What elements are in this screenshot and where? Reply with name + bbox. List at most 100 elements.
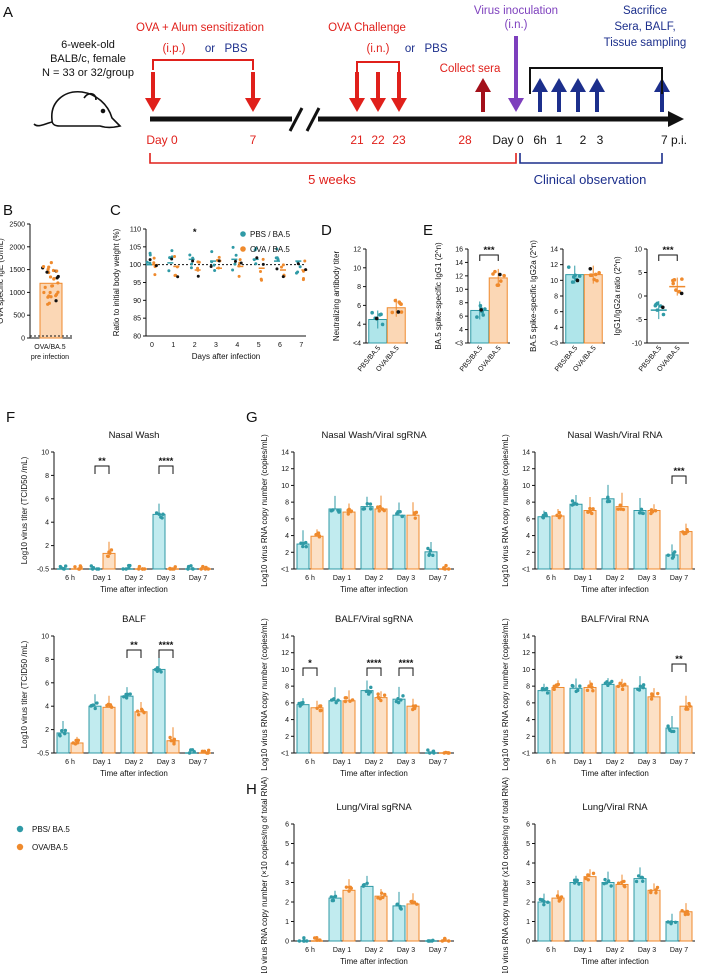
C-point xyxy=(255,256,259,260)
F1-point xyxy=(191,567,195,571)
G1-point xyxy=(349,509,354,513)
H1-point xyxy=(379,891,384,895)
H2-point xyxy=(591,871,596,876)
H2-y-tick-label: 6 xyxy=(526,822,530,829)
H2-y-tick-label: 0 xyxy=(526,939,530,946)
H1-y-tick-label: 2 xyxy=(285,900,289,907)
panel-label-c: C xyxy=(110,202,121,219)
D-point xyxy=(380,322,385,327)
D-point xyxy=(379,312,383,317)
D-y-tick-label: 10 xyxy=(353,265,361,272)
F2-y-tick-label: 2 xyxy=(45,727,49,734)
E2-point xyxy=(588,273,593,277)
C-point xyxy=(191,256,195,260)
F2-point xyxy=(124,696,129,700)
G4-point xyxy=(543,687,547,692)
G3-y-tick-label: 4 xyxy=(285,717,289,724)
G3-significance-bracket xyxy=(302,667,318,676)
H1-point xyxy=(301,939,306,943)
F1-point xyxy=(58,564,63,569)
B-point xyxy=(51,268,56,273)
G2-y-tick-label: 2 xyxy=(526,550,530,557)
H2-point xyxy=(572,878,577,882)
G3-y-tick-label: 14 xyxy=(281,634,289,641)
G3-significance-label: * xyxy=(308,658,312,669)
G4-title: BALF/Viral RNA xyxy=(581,614,650,625)
E2-point xyxy=(575,278,580,283)
G1-point xyxy=(365,501,370,506)
F1-significance-label: ** xyxy=(98,456,106,467)
chart-G4: BALF/Viral RNA <1 2 4 6 8 10 12 14 Log10 virus RN… xyxy=(501,614,695,778)
G1-point xyxy=(336,508,340,512)
G3-point xyxy=(426,748,430,752)
F2-x-label: Day 3 xyxy=(157,759,175,766)
B-y-tick-label: 1500 xyxy=(9,267,25,274)
H2-bar xyxy=(679,911,693,942)
chart-E1: E <3 4 6 8 10 12 14 16 BA.5 spike-specific IgG1 (… xyxy=(423,222,510,373)
H2-point xyxy=(586,873,591,877)
C-point xyxy=(275,267,279,271)
H2-y-tick-label: 2 xyxy=(526,900,530,907)
F1-point xyxy=(173,565,177,569)
G3-point xyxy=(364,689,369,694)
G1-x-label: Day 2 xyxy=(365,575,383,582)
virus-day-2: 2 xyxy=(580,133,587,147)
H1-y-tick-label: 3 xyxy=(285,880,289,887)
sampling-arrow-1-head xyxy=(551,78,567,92)
sampling-arrow-2 xyxy=(570,78,586,112)
G4-point xyxy=(637,688,642,692)
G4-y-tick-label: 6 xyxy=(526,700,530,707)
F2-point xyxy=(73,742,78,746)
H2-point xyxy=(572,881,577,885)
sens-bracket xyxy=(152,59,254,70)
G3-point xyxy=(412,705,417,709)
G1-y-tick-label: 10 xyxy=(281,483,289,490)
chart-G3: BALF/Viral sgRNA <1 2 4 6 8 10 12 14 Log10 virus … xyxy=(260,614,454,778)
H1-point xyxy=(412,900,417,904)
C-point xyxy=(189,266,193,270)
G4-point xyxy=(556,682,561,687)
G4-point xyxy=(576,688,580,693)
G2-bar xyxy=(679,531,693,570)
C-point xyxy=(259,270,263,274)
H1-point xyxy=(330,898,335,903)
G2-y-tick-label: 10 xyxy=(522,483,530,490)
D-y-tick-label: <4 xyxy=(353,341,361,348)
C-point xyxy=(175,265,179,269)
E1-ylabel: BA.5 spike-specific IgG1 (2^n) xyxy=(434,242,443,350)
G3-ylabel: Log10 virus RNA copy number (copies/mL) xyxy=(260,618,269,771)
G3-bar xyxy=(310,707,324,754)
C-point xyxy=(210,260,214,264)
H1-point xyxy=(376,896,380,900)
G4-point xyxy=(650,694,654,698)
G4-point xyxy=(687,701,691,706)
G2-point xyxy=(653,509,658,513)
G1-bar xyxy=(342,511,356,570)
F1-point xyxy=(73,565,77,569)
panel-label-d: D xyxy=(321,222,332,239)
H1-y-tick-label: 6 xyxy=(285,822,289,829)
G4-bar xyxy=(647,696,661,754)
G2-point xyxy=(557,515,562,520)
E1-point xyxy=(478,303,483,308)
G4-bar xyxy=(601,683,615,754)
G4-point xyxy=(672,729,676,734)
E2-point xyxy=(592,277,596,282)
E1-point xyxy=(496,283,501,287)
C-point xyxy=(301,269,305,273)
chal-arrow-day23-head xyxy=(391,98,407,112)
chal-arrow-day22-head xyxy=(370,98,386,112)
G1-point xyxy=(304,545,308,549)
H1-point xyxy=(297,939,302,943)
H2-x-label: 6 h xyxy=(546,947,556,954)
G3-x-label: Day 1 xyxy=(333,759,351,766)
G4-point xyxy=(589,682,593,686)
H2-point xyxy=(538,897,543,902)
G4-point xyxy=(578,684,582,688)
G4-point xyxy=(616,684,621,689)
G4-point xyxy=(638,684,643,688)
F1-point xyxy=(157,512,161,516)
C-point xyxy=(217,259,221,263)
